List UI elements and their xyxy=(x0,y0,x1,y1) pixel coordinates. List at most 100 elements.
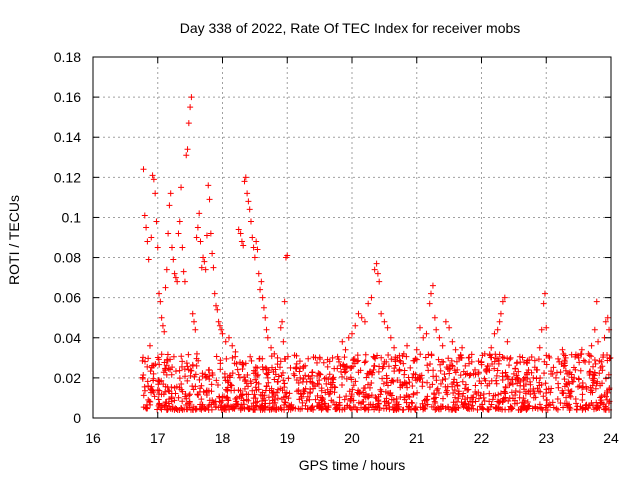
data-point xyxy=(338,381,345,388)
data-point xyxy=(494,326,501,333)
data-point xyxy=(424,362,431,369)
data-point xyxy=(596,357,603,364)
data-point xyxy=(444,383,451,390)
data-point xyxy=(228,382,235,389)
data-point xyxy=(192,406,199,413)
data-point xyxy=(364,381,371,388)
data-point xyxy=(291,372,298,379)
data-point xyxy=(361,318,368,325)
data-point xyxy=(599,380,606,387)
data-point xyxy=(477,392,484,399)
data-point xyxy=(214,381,221,388)
data-point xyxy=(555,355,562,362)
data-point xyxy=(185,351,192,358)
data-point xyxy=(240,242,247,249)
data-point xyxy=(397,394,404,401)
data-point xyxy=(197,238,204,245)
data-point xyxy=(543,352,550,359)
data-point xyxy=(450,389,457,396)
data-point xyxy=(141,387,148,394)
data-point xyxy=(408,399,415,406)
data-point xyxy=(242,376,249,383)
data-point xyxy=(518,406,525,413)
data-point xyxy=(325,402,332,409)
data-point xyxy=(437,367,444,374)
data-point xyxy=(342,346,349,353)
data-point xyxy=(586,352,593,359)
data-point xyxy=(457,372,464,379)
data-point xyxy=(452,394,459,401)
data-point xyxy=(175,230,182,237)
data-point xyxy=(144,238,151,245)
data-point xyxy=(507,354,514,361)
data-point xyxy=(462,381,469,388)
data-point xyxy=(184,146,191,153)
data-point xyxy=(387,389,394,396)
data-point xyxy=(567,393,574,400)
data-point xyxy=(449,363,456,370)
data-point xyxy=(257,286,264,293)
data-point xyxy=(312,396,319,403)
data-point xyxy=(409,383,416,390)
data-point xyxy=(255,270,262,277)
data-point xyxy=(273,404,280,411)
data-point xyxy=(198,396,205,403)
data-point xyxy=(183,401,190,408)
data-point xyxy=(403,379,410,386)
data-point xyxy=(535,388,542,395)
data-point xyxy=(548,370,555,377)
data-point xyxy=(514,359,521,366)
data-point xyxy=(227,403,234,410)
data-point xyxy=(275,373,282,380)
data-point xyxy=(355,310,362,317)
data-point xyxy=(486,367,493,374)
y-tick-label: 0.04 xyxy=(54,330,81,346)
data-point xyxy=(307,375,314,382)
data-point xyxy=(409,400,416,407)
data-point xyxy=(501,389,508,396)
data-point xyxy=(389,377,396,384)
data-point xyxy=(168,244,175,251)
data-point xyxy=(221,374,228,381)
data-point xyxy=(277,364,284,371)
data-point xyxy=(156,290,163,297)
data-point xyxy=(215,318,222,325)
data-point xyxy=(290,370,297,377)
data-point xyxy=(449,404,456,411)
data-point xyxy=(419,379,426,386)
data-point xyxy=(193,405,200,412)
x-axis-label: GPS time / hours xyxy=(299,457,406,473)
data-point xyxy=(279,387,286,394)
data-point xyxy=(543,386,550,393)
data-point xyxy=(164,351,171,358)
data-point xyxy=(386,404,393,411)
data-point xyxy=(186,392,193,399)
data-point xyxy=(175,394,182,401)
data-point xyxy=(333,401,340,408)
data-point xyxy=(524,360,531,367)
data-point xyxy=(218,326,225,333)
data-point xyxy=(526,357,533,364)
data-point xyxy=(383,358,390,365)
data-point xyxy=(209,370,216,377)
data-point xyxy=(575,376,582,383)
data-point xyxy=(349,330,355,337)
data-point xyxy=(303,397,310,404)
data-point xyxy=(322,400,329,407)
data-point xyxy=(512,392,519,399)
data-point xyxy=(475,395,482,402)
data-point xyxy=(372,394,379,401)
data-point xyxy=(280,377,287,384)
data-point xyxy=(222,377,229,384)
x-tick-label: 23 xyxy=(538,430,554,446)
data-point xyxy=(434,385,441,392)
data-point xyxy=(424,401,431,408)
data-point xyxy=(383,372,390,379)
data-point xyxy=(339,406,346,413)
data-point xyxy=(404,384,411,391)
data-point xyxy=(211,290,218,297)
data-point xyxy=(255,380,262,387)
data-point xyxy=(205,367,212,374)
data-point xyxy=(153,218,160,225)
data-point xyxy=(475,358,482,365)
